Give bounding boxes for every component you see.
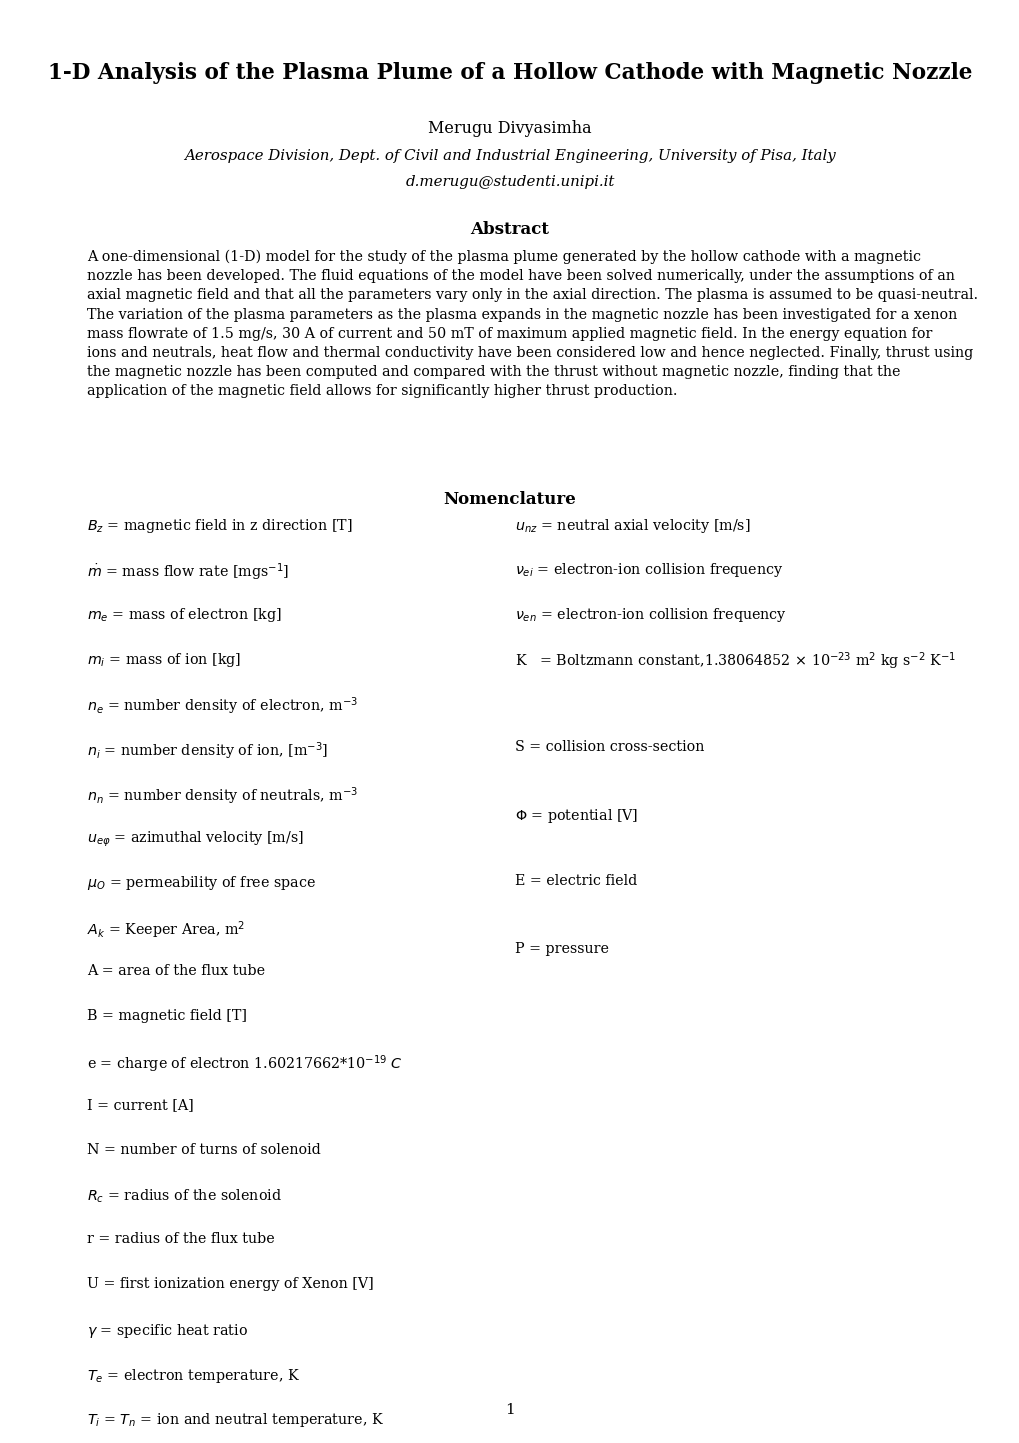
Text: $\nu_{ei}$ = electron-ion collision frequency: $\nu_{ei}$ = electron-ion collision freq… <box>515 561 783 579</box>
Text: $\dot{m}$ = mass flow rate [mgs$^{-1}$]: $\dot{m}$ = mass flow rate [mgs$^{-1}$] <box>87 561 288 583</box>
Text: S = collision cross-section: S = collision cross-section <box>515 740 704 755</box>
Text: A = area of the flux tube: A = area of the flux tube <box>87 964 265 978</box>
Text: $\gamma$ = specific heat ratio: $\gamma$ = specific heat ratio <box>87 1322 248 1339</box>
Text: Merugu Divyasimha: Merugu Divyasimha <box>428 120 591 137</box>
Text: P = pressure: P = pressure <box>515 941 608 955</box>
Text: $T_e$ = electron temperature, K: $T_e$ = electron temperature, K <box>87 1367 300 1384</box>
Text: 1: 1 <box>504 1403 515 1417</box>
Text: $A_k$ = Keeper Area, m$^2$: $A_k$ = Keeper Area, m$^2$ <box>87 919 245 941</box>
Text: e = charge of electron 1.60217662*10$^{-19}$ $\mathit{C}$: e = charge of electron 1.60217662*10$^{-… <box>87 1053 403 1075</box>
Text: Nomenclature: Nomenclature <box>443 491 576 508</box>
Text: E = electric field: E = electric field <box>515 874 637 889</box>
Text: d.merugu@studenti.unipi.it: d.merugu@studenti.unipi.it <box>405 175 614 189</box>
Text: K   = Boltzmann constant,1.38064852 $\times$ 10$^{-23}$ m$^2$ kg s$^{-2}$ K$^{-1: K = Boltzmann constant,1.38064852 $\time… <box>515 651 956 672</box>
Text: I = current [A]: I = current [A] <box>87 1098 194 1113</box>
Text: $B_z$ = magnetic field in z direction [T]: $B_z$ = magnetic field in z direction [T… <box>87 517 352 534</box>
Text: 1-D Analysis of the Plasma Plume of a Hollow Cathode with Magnetic Nozzle: 1-D Analysis of the Plasma Plume of a Ho… <box>48 62 971 84</box>
Text: N = number of turns of solenoid: N = number of turns of solenoid <box>87 1143 320 1157</box>
Text: $n_n$ = number density of neutrals, m$^{-3}$: $n_n$ = number density of neutrals, m$^{… <box>87 785 358 807</box>
Text: $T_i$ = $T_n$ = ion and neutral temperature, K: $T_i$ = $T_n$ = ion and neutral temperat… <box>87 1411 383 1429</box>
Text: $u_{e\varphi}$ = azimuthal velocity [m/s]: $u_{e\varphi}$ = azimuthal velocity [m/s… <box>87 830 304 848</box>
Text: U = first ionization energy of Xenon [V]: U = first ionization energy of Xenon [V] <box>87 1277 373 1291</box>
Text: $m_e$ = mass of electron [kg]: $m_e$ = mass of electron [kg] <box>87 606 281 623</box>
Text: $\mu_O$ = permeability of free space: $\mu_O$ = permeability of free space <box>87 874 315 892</box>
Text: $\nu_{en}$ = electron-ion collision frequency: $\nu_{en}$ = electron-ion collision freq… <box>515 606 787 623</box>
Text: $m_i$ = mass of ion [kg]: $m_i$ = mass of ion [kg] <box>87 651 240 668</box>
Text: $R_c$ = radius of the solenoid: $R_c$ = radius of the solenoid <box>87 1188 281 1205</box>
Text: r = radius of the flux tube: r = radius of the flux tube <box>87 1232 274 1247</box>
Text: $u_{nz}$ = neutral axial velocity [m/s]: $u_{nz}$ = neutral axial velocity [m/s] <box>515 517 750 534</box>
Text: Aerospace Division, Dept. of Civil and Industrial Engineering, University of Pis: Aerospace Division, Dept. of Civil and I… <box>184 149 835 163</box>
Text: Abstract: Abstract <box>470 221 549 238</box>
Text: $n_i$ = number density of ion, [m$^{-3}$]: $n_i$ = number density of ion, [m$^{-3}$… <box>87 740 328 762</box>
Text: A one-dimensional (1-D) model for the study of the plasma plume generated by the: A one-dimensional (1-D) model for the st… <box>87 250 977 398</box>
Text: B = magnetic field [T]: B = magnetic field [T] <box>87 1009 247 1023</box>
Text: $n_e$ = number density of electron, m$^{-3}$: $n_e$ = number density of electron, m$^{… <box>87 696 358 717</box>
Text: $\Phi$ = potential [V]: $\Phi$ = potential [V] <box>515 808 638 825</box>
